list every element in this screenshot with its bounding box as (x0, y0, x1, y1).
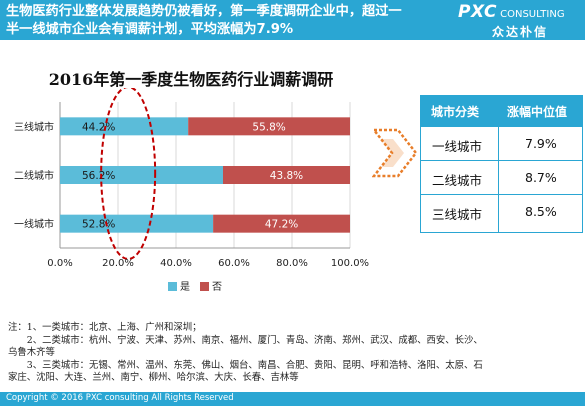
data-label: 55.8% (252, 121, 285, 133)
category-label: 三线城市 (14, 120, 54, 133)
footer-bar: Copyright © 2016 PXC consulting All Righ… (0, 392, 585, 406)
note-line: 2、二类城市：杭州、宁波、天津、苏州、南京、福州、厦门、青岛、济南、郑州、武汉、… (8, 334, 483, 346)
logo-sub-text: 众达朴信 (492, 25, 549, 39)
headline-line-2: 半一线城市企业会有调薪计划，平均涨幅为7.9% (6, 22, 294, 37)
category-label: 二线城市 (14, 169, 54, 182)
data-label: 43.8% (270, 170, 303, 182)
table-header-median: 涨幅中位值 (507, 105, 568, 119)
table-row: 三线城市 8.5% (421, 194, 582, 229)
legend-label: 否 (212, 281, 222, 293)
bar-segment (60, 117, 189, 136)
chart-title: 2016年第一季度生物医药行业调薪调研 (48, 70, 334, 89)
note-line: 家庄、沈阳、大连、兰州、南宁、柳州、哈尔滨、大庆、长春、吉林等 (8, 372, 299, 384)
table-cell-value: 8.5% (525, 204, 557, 219)
legend-swatch (168, 282, 177, 291)
bar-segment (60, 214, 214, 233)
header-bar: 生物医药行业整体发展趋势仍被看好，第一季度调研企业中，超过一 半一线城市企业会有… (0, 0, 585, 40)
table-row: 一线城市 7.9% (421, 126, 582, 161)
chevron-arrow-icon (372, 128, 418, 178)
x-tick-label: 80.0% (276, 258, 308, 269)
table-divider (498, 96, 499, 232)
data-label: 52.8% (82, 219, 115, 231)
x-tick-label: 20.0% (102, 258, 134, 269)
table-cell-value: 7.9% (525, 136, 557, 151)
highlight-ellipse (100, 88, 157, 260)
footnotes: 注：1、一类城市：北京、上海、广州和深圳； 2、二类城市：杭州、宁波、天津、苏州… (8, 322, 573, 385)
bar-segment (188, 117, 350, 136)
table-cell-city: 三线城市 (432, 207, 483, 222)
x-tick-label: 100.0% (331, 258, 369, 269)
data-label: 47.2% (265, 219, 298, 231)
logo-main-text: PXC (458, 2, 497, 22)
bar-segment (213, 214, 350, 233)
table-cell-value: 8.7% (525, 170, 557, 185)
note-line: 3、三类城市：无锡、常州、温州、东莞、佛山、烟台、南昌、合肥、贵阳、昆明、呼和浩… (8, 359, 483, 371)
median-raise-table: 城市分类 涨幅中位值 一线城市 7.9% 二线城市 8.7% 三线城市 8.5% (420, 95, 583, 233)
note-line: 乌鲁木齐等 (8, 347, 55, 359)
legend-swatch (200, 282, 209, 291)
data-label: 44.2% (82, 121, 115, 133)
headline-line-1: 生物医药行业整体发展趋势仍被看好，第一季度调研企业中，超过一 (6, 4, 402, 19)
note-line: 注：1、一类城市：北京、上海、广州和深圳； (8, 322, 202, 333)
stacked-bar-chart: 三线城市 44.2% 55.8% 二线城市 56.2% 43.8% 一线城市 52.8% 47.… (14, 88, 369, 293)
table-header-city: 城市分类 (431, 105, 480, 119)
table-header: 城市分类 涨幅中位值 (421, 96, 582, 126)
x-tick-label: 60.0% (218, 258, 250, 269)
category-label: 一线城市 (14, 218, 54, 231)
x-tick-label: 40.0% (160, 258, 192, 269)
bar-segment (222, 166, 350, 184)
legend-label: 是 (180, 281, 190, 293)
headline: 生物医药行业整体发展趋势仍被看好，第一季度调研企业中，超过一 半一线城市企业会有… (6, 3, 446, 39)
table-row: 二线城市 8.7% (421, 160, 582, 195)
logo-suffix-text: CONSULTING (496, 9, 565, 20)
copyright-text: Copyright © 2016 PXC consulting All Righ… (6, 393, 234, 403)
table-cell-city: 二线城市 (432, 173, 483, 188)
table-cell-city: 一线城市 (432, 139, 483, 154)
x-tick-label: 0.0% (47, 258, 72, 269)
brand-logo: PXC CONSULTING 众达朴信 (458, 2, 582, 39)
data-label: 56.2% (82, 170, 115, 182)
